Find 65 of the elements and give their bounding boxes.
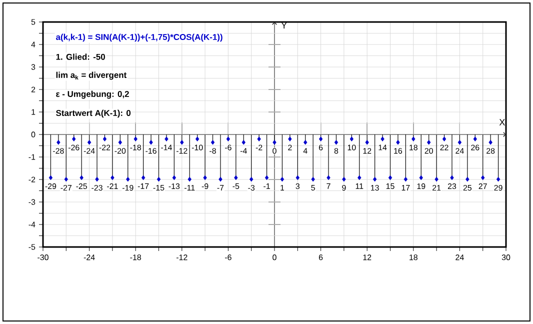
point <box>172 175 176 180</box>
point <box>180 140 184 145</box>
annotation: Startwert A(K-1): 0 <box>56 110 131 118</box>
point <box>311 176 315 182</box>
point <box>64 176 68 182</box>
annotation: lim a$_{k}$ = divergent <box>56 72 127 80</box>
point <box>141 175 146 180</box>
point <box>87 140 92 145</box>
point <box>218 176 222 182</box>
point <box>272 140 276 145</box>
annotation: a(k,k-1) = SIN(A(K-1))+(-1,75)*COS(A(K-1)) <box>56 34 222 42</box>
point <box>80 175 84 180</box>
point <box>210 140 215 145</box>
point <box>110 175 114 180</box>
point <box>442 136 446 142</box>
point <box>434 176 438 182</box>
point <box>372 176 377 182</box>
x-axis-title: X <box>499 119 505 126</box>
annotation: ε - Umgebung: 0,2 <box>56 90 129 99</box>
point <box>342 176 346 182</box>
point <box>426 140 431 145</box>
point <box>288 136 292 142</box>
point <box>488 140 492 145</box>
point <box>473 136 477 142</box>
point <box>396 140 400 145</box>
point <box>149 140 153 145</box>
point <box>380 136 384 142</box>
point <box>388 175 392 180</box>
point <box>134 136 138 142</box>
point <box>458 140 462 145</box>
point <box>326 175 330 180</box>
point <box>304 140 308 145</box>
point <box>365 140 369 145</box>
point <box>318 136 323 142</box>
point <box>118 140 122 145</box>
point <box>95 176 99 182</box>
point <box>156 176 161 182</box>
point <box>450 175 454 180</box>
point <box>466 176 470 182</box>
point <box>250 176 254 182</box>
point <box>242 140 246 145</box>
point <box>56 140 60 145</box>
point <box>48 175 53 180</box>
point <box>195 136 200 142</box>
point <box>188 176 192 182</box>
point <box>203 175 207 180</box>
point <box>412 136 416 142</box>
point <box>164 136 168 142</box>
point <box>226 136 230 142</box>
point <box>358 175 362 180</box>
point <box>257 136 261 142</box>
point <box>102 136 107 142</box>
point <box>264 175 269 180</box>
point <box>481 175 485 180</box>
point <box>334 140 338 145</box>
point <box>234 175 238 180</box>
point <box>126 176 130 182</box>
point <box>296 175 300 180</box>
annotation: 1. Glied: -50 <box>56 54 105 60</box>
point <box>350 136 354 142</box>
point <box>419 175 423 180</box>
point <box>72 136 76 142</box>
point <box>280 176 284 182</box>
point <box>404 176 408 182</box>
point <box>496 176 500 182</box>
